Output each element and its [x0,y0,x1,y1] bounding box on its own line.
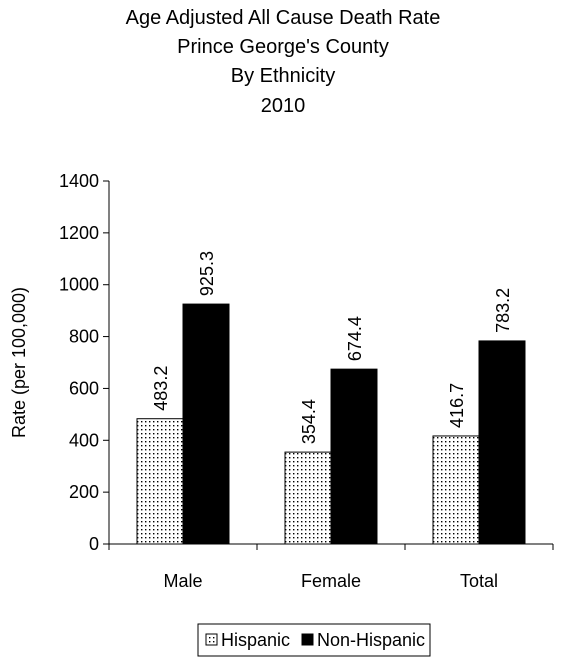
data-label: 783.2 [493,288,513,333]
x-tick-label: Male [163,571,202,591]
bar-non-hispanic [478,340,526,545]
x-tick-label: Total [460,571,498,591]
data-label: 674.4 [345,316,365,361]
data-label: 925.3 [197,251,217,296]
x-tick-label: Female [301,571,361,591]
y-axis-title: Rate (per 100,000) [9,287,29,438]
bar-hispanic [284,451,332,545]
y-tick-label: 0 [89,534,99,554]
chart-title-line-4: 2010 [260,95,306,117]
y-tick-label: 1400 [59,171,99,191]
legend-label-hispanic: Hispanic [221,630,290,650]
bar-hispanic [136,418,184,545]
bar-hispanic [432,435,480,545]
data-label: 483.2 [151,366,171,411]
chart-title-line-3: By Ethnicity [230,65,336,87]
y-tick-label: 600 [69,378,99,398]
data-label: 416.7 [447,383,467,428]
chart-title-line-2: Prince George's County [177,36,389,58]
legend-label-non-hispanic: Non-Hispanic [317,630,425,650]
data-label: 354.4 [299,399,319,444]
bar-non-hispanic [330,368,378,545]
y-tick-label: 800 [69,327,99,347]
y-tick-label: 1000 [59,275,99,295]
y-tick-label: 1200 [59,223,99,243]
y-tick-label: 400 [69,430,99,450]
chart-title-line-1: Age Adjusted All Cause Death Rate [125,7,441,29]
y-tick-label: 200 [69,482,99,502]
bar-non-hispanic [182,303,230,545]
legend-swatch-non-hispanic [301,633,314,646]
legend-swatch-hispanic [205,633,218,646]
legend-box [197,623,431,657]
